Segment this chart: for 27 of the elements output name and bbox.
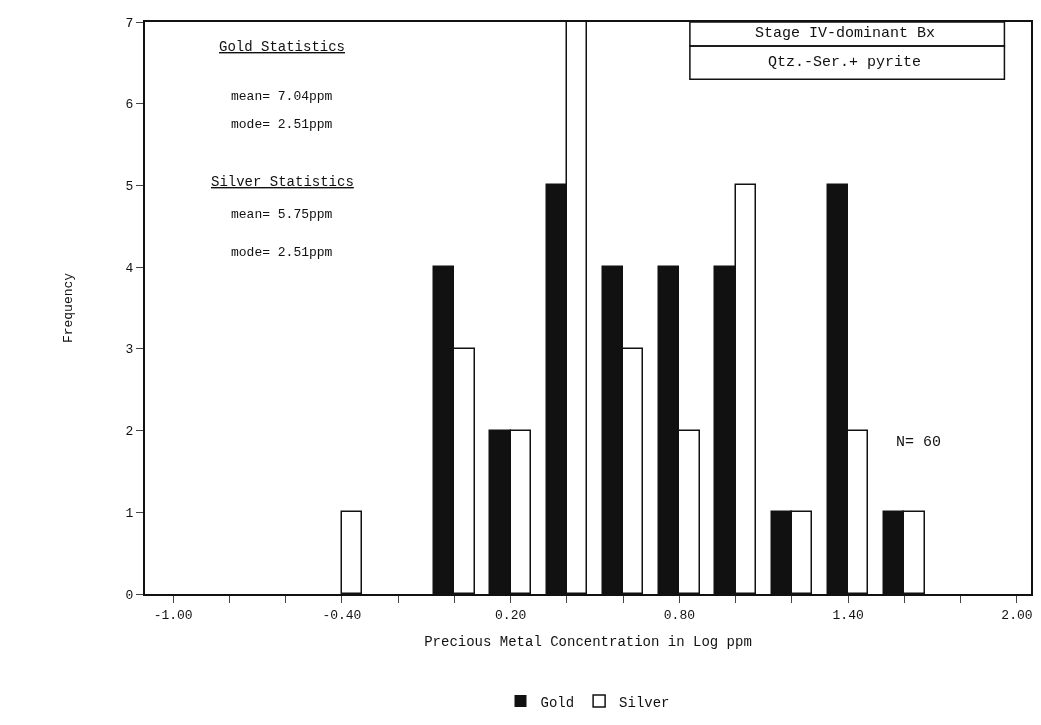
x-tick-label: 1.40 [832, 607, 864, 623]
x-tick-label: 0.20 [495, 607, 527, 623]
y-tick-label: 3 [125, 342, 134, 358]
x-tick-label: 2.00 [1001, 607, 1033, 623]
y-tick-label: 6 [125, 97, 134, 113]
y-tick-label: 4 [125, 260, 134, 276]
y-tick-label: 7 [125, 15, 134, 31]
y-tick-label: 2 [125, 424, 134, 440]
annotation: mean= 7.04ppm [231, 89, 333, 104]
y-tick-label: 1 [125, 505, 134, 521]
x-axis-title: Precious Metal Concentration in Log ppm [424, 634, 752, 651]
annotation: Gold Statistics [219, 39, 346, 55]
y-tick-label: 5 [125, 178, 134, 194]
x-tick-label: 0.80 [663, 607, 696, 623]
legend-label: Gold [540, 694, 575, 711]
annotation: Silver Statistics [211, 174, 354, 190]
annotation: Qtz.-Ser.+ pyrite [768, 54, 922, 71]
annotation: mode= 2.51ppm [231, 117, 333, 132]
y-tick-label: 0 [125, 587, 134, 603]
y-axis-title: Frequency [61, 272, 77, 344]
annotation: mean= 5.75ppm [231, 207, 333, 222]
legend-label: Silver [619, 694, 670, 711]
annotation: Stage IV-dominant Bx [755, 25, 936, 42]
x-tick-label: -0.40 [322, 607, 362, 623]
annotation: mode= 2.51ppm [231, 245, 333, 260]
x-tick-label: -1.00 [153, 607, 193, 623]
annotation: N= 60 [896, 434, 942, 451]
